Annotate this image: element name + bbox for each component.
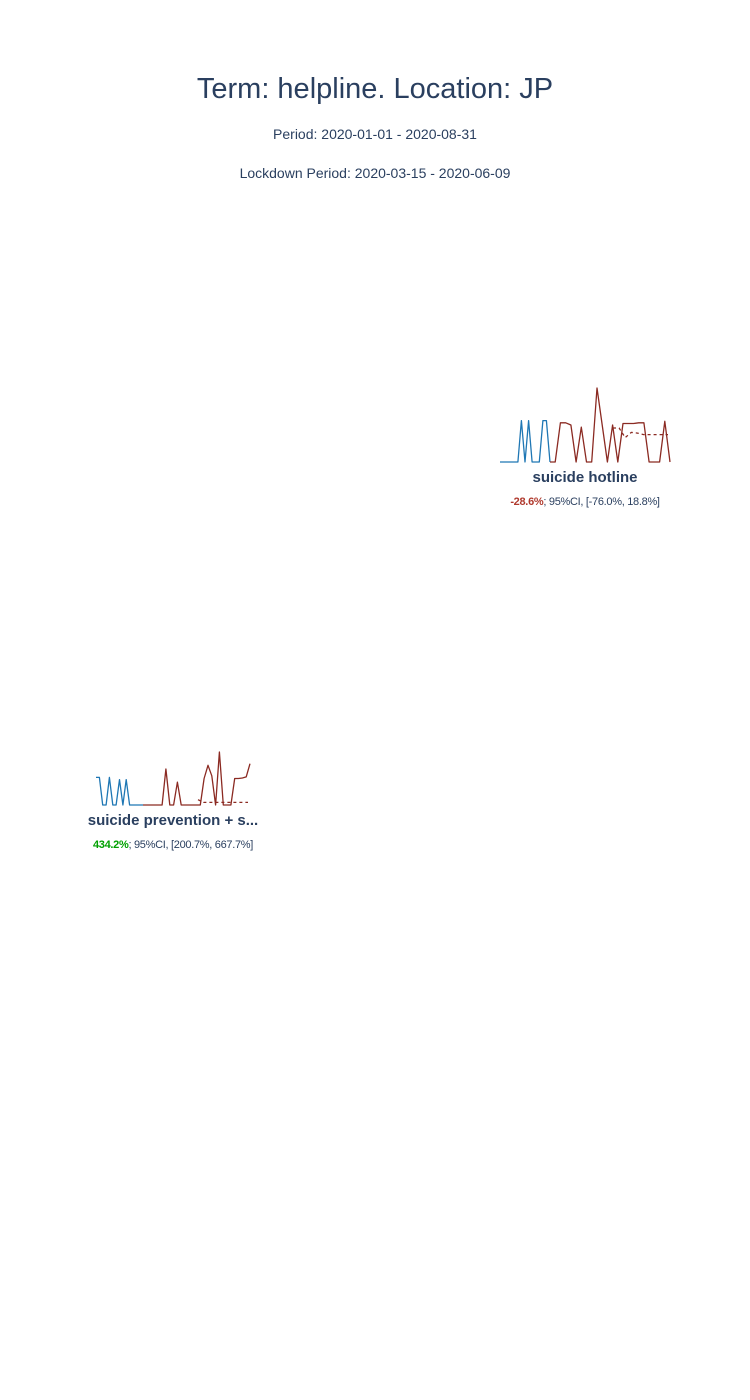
series-line-baseline <box>197 799 248 804</box>
panel-change-stat: 434.2%; 95%CI, [200.7%, 667.7%] <box>73 838 273 852</box>
change-percentage: 434.2% <box>92 839 129 851</box>
confidence-interval: ; 95%CI, [200.7%, 667.7%] <box>128 839 254 851</box>
series-line-before-lockdown <box>500 419 551 463</box>
panel-change-stat: -28.6%; 95%CI, [-76.0%, 18.8%] <box>485 495 685 509</box>
period-text: Period: 2020-01-01 - 2020-08-31 <box>273 126 477 142</box>
sparkline-chart <box>500 387 671 463</box>
change-percentage: -28.6% <box>510 496 544 508</box>
sparkline-chart <box>96 751 251 806</box>
panel-term-name: suicide hotline <box>532 469 638 486</box>
series-line-before-lockdown <box>96 776 143 806</box>
lockdown-period-text: Lockdown Period: 2020-03-15 - 2020-06-09 <box>239 165 511 181</box>
series-line-after-lockdown <box>550 387 671 463</box>
confidence-interval: ; 95%CI, [-76.0%, 18.8%] <box>543 496 660 508</box>
page-title: Term: helpline. Location: JP <box>196 73 554 105</box>
series-line-after-lockdown <box>143 751 251 806</box>
panel-term-name: suicide prevention + s... <box>87 812 259 829</box>
panel-suicide-prevention: suicide prevention + s... 434.2%; 95%CI,… <box>73 748 273 852</box>
panel-suicide-hotline: suicide hotline -28.6%; 95%CI, [-76.0%, … <box>485 385 685 509</box>
